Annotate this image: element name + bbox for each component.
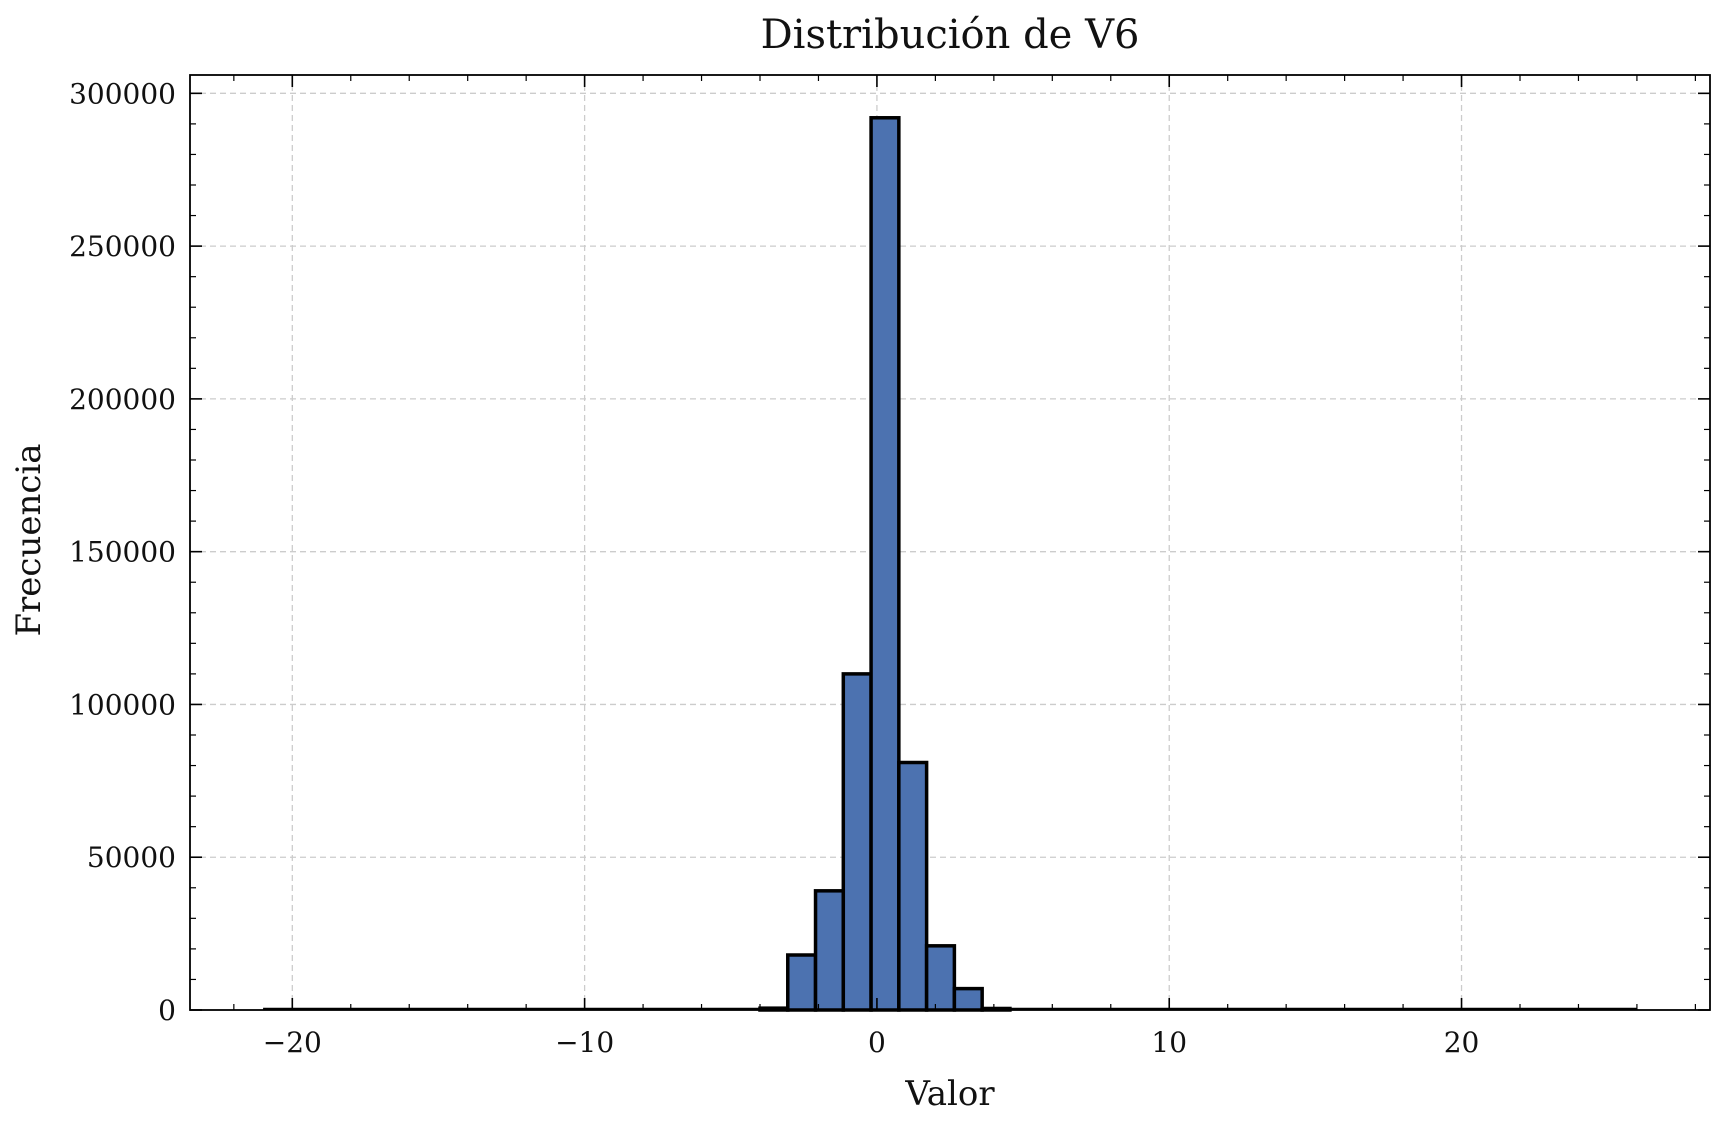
plot-frame	[189, 74, 1711, 1011]
grid-layer	[190, 75, 1710, 1010]
y-tick-label: 200000	[69, 383, 176, 416]
y-tick-label: 100000	[69, 688, 176, 721]
x-tick-label: 0	[868, 1026, 886, 1059]
y-tick-label: 300000	[69, 77, 176, 110]
axes-layer: −20 −10 0 10 20 0 50000 100000 150000 200000 25000…	[69, 74, 1711, 1059]
x-tick-label: −10	[555, 1026, 614, 1059]
histogram-bar	[924, 944, 957, 1012]
histogram-bar	[786, 953, 818, 1012]
y-tick-label: 50000	[87, 841, 176, 874]
histogram-bar	[813, 889, 846, 1012]
histogram-bar	[952, 986, 984, 1012]
y-tick-label: 0	[158, 994, 176, 1027]
x-tick-label: 20	[1444, 1026, 1480, 1059]
y-axis-label: Frecuencia	[9, 443, 49, 636]
bars-layer	[263, 116, 1637, 1012]
x-axis-label: Valor	[904, 1074, 995, 1114]
histogram-bar	[869, 116, 901, 1012]
x-tick-label: 10	[1151, 1026, 1187, 1059]
y-tick-label: 250000	[69, 230, 176, 263]
histogram-bar	[897, 760, 929, 1012]
x-tick-label: −20	[263, 1026, 322, 1059]
chart-title: Distribución de V6	[761, 12, 1140, 58]
histogram-bar	[841, 672, 873, 1012]
y-tick-label: 150000	[69, 536, 176, 569]
